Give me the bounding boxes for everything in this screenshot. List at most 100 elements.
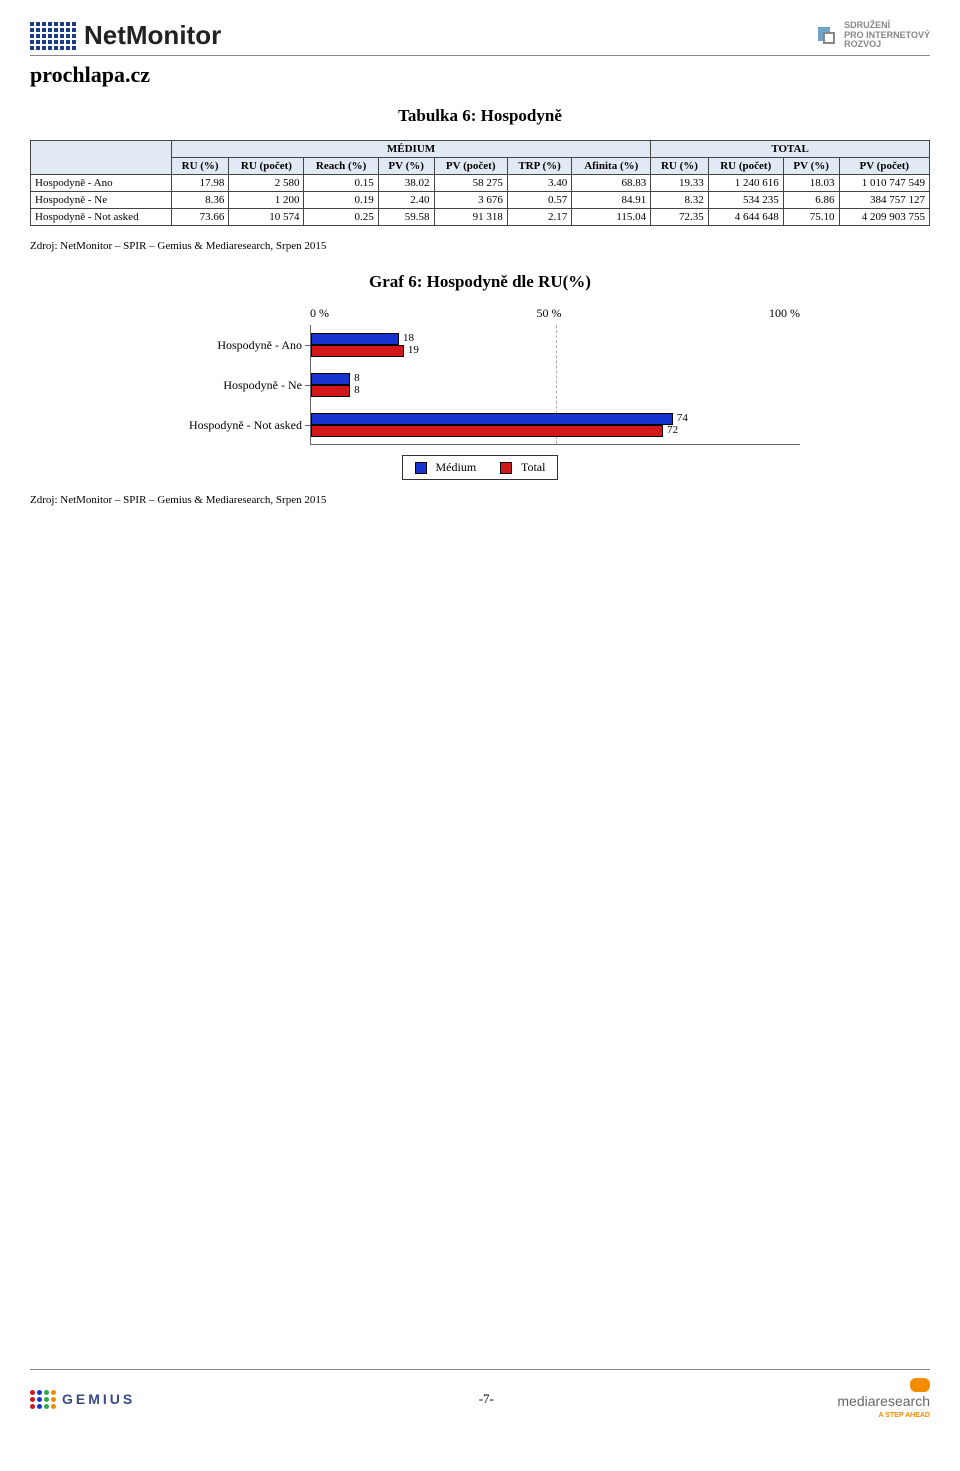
chart-bar xyxy=(311,333,399,345)
gemius-text: GEMIUS xyxy=(62,1391,135,1407)
chart-category-label: Hospodyně - Not asked xyxy=(160,405,302,445)
table-cell: 10 574 xyxy=(229,209,304,226)
table-cell: 0.57 xyxy=(507,192,571,209)
bar-chart: 0 % 50 % 100 % Hospodyně - AnoHospodyně … xyxy=(160,306,800,480)
chart-axis-ticks: 0 % 50 % 100 % xyxy=(310,306,800,325)
chart-category-label: Hospodyně - Ne xyxy=(160,365,302,405)
chart-bar-row: 1819 xyxy=(311,325,800,365)
table-cell: 84.91 xyxy=(572,192,651,209)
table-cell: 58 275 xyxy=(434,175,507,192)
chart-bar-value: 8 xyxy=(354,384,360,396)
axis-tick-100: 100 % xyxy=(769,306,800,321)
table-row: Hospodyně - Ne8.361 2000.192.403 6760.57… xyxy=(31,192,930,209)
table-cell: 384 757 127 xyxy=(839,192,929,209)
chart-plot-area: 1819887472 xyxy=(310,325,800,445)
table-cell: 0.19 xyxy=(304,192,378,209)
netmonitor-logo: NetMonitor xyxy=(30,20,221,51)
col-affinity-pct: Afinita (%) xyxy=(572,158,651,175)
table-row-label: Hospodyně - Ne xyxy=(31,192,172,209)
table-cell: 2 580 xyxy=(229,175,304,192)
col-ru-count-m: RU (počet) xyxy=(229,158,304,175)
chart-bar xyxy=(311,385,350,397)
table-cell: 3 676 xyxy=(434,192,507,209)
page-footer: GEMIUS -7- mediaresearch A STEP AHEAD xyxy=(30,1369,930,1420)
chart-bar-value: 72 xyxy=(667,424,678,436)
table-group-total: TOTAL xyxy=(651,141,930,158)
legend-item-total: Total xyxy=(500,460,545,475)
table-cell: 59.58 xyxy=(378,209,434,226)
mediaresearch-tagline: A STEP AHEAD xyxy=(879,1412,930,1419)
chart-bar xyxy=(311,413,673,425)
mediaresearch-text: mediaresearch xyxy=(837,1393,930,1409)
table-cell: 19.33 xyxy=(651,175,709,192)
table-cell: 6.86 xyxy=(783,192,839,209)
table-cell: 534 235 xyxy=(708,192,783,209)
spir-line3: ROZVOJ xyxy=(844,40,930,50)
col-trp-pct: TRP (%) xyxy=(507,158,571,175)
axis-tick-50: 50 % xyxy=(537,306,562,321)
table-cell: 0.15 xyxy=(304,175,378,192)
col-ru-count-t: RU (počet) xyxy=(708,158,783,175)
table-row: Hospodyně - Not asked73.6610 5740.2559.5… xyxy=(31,209,930,226)
chart-bar-row: 7472 xyxy=(311,405,800,445)
gemius-logo: GEMIUS xyxy=(30,1390,135,1409)
table-source: Zdroj: NetMonitor – SPIR – Gemius & Medi… xyxy=(30,240,930,252)
table-cell: 1 010 747 549 xyxy=(839,175,929,192)
table-cell: 1 240 616 xyxy=(708,175,783,192)
spir-logo: SDRUŽENÍ PRO INTERNETOVÝ ROZVOJ xyxy=(814,21,930,51)
col-reach-pct: Reach (%) xyxy=(304,158,378,175)
chart-bar-value: 19 xyxy=(408,344,419,356)
spir-icon xyxy=(814,23,838,47)
table-cell: 73.66 xyxy=(171,209,229,226)
netmonitor-brand-text: NetMonitor xyxy=(84,20,221,51)
col-ru-pct-m: RU (%) xyxy=(171,158,229,175)
col-pv-pct-m: PV (%) xyxy=(378,158,434,175)
gemius-dots-icon xyxy=(30,1390,56,1409)
chart-bar-value: 8 xyxy=(354,372,360,384)
table-cell: 115.04 xyxy=(572,209,651,226)
chart-category-label: Hospodyně - Ano xyxy=(160,325,302,365)
legend-label-medium: Médium xyxy=(436,460,477,474)
chart-bar xyxy=(311,373,350,385)
table-cell: 1 200 xyxy=(229,192,304,209)
legend-item-medium: Médium xyxy=(415,460,477,475)
legend-swatch-medium xyxy=(415,462,427,474)
netmonitor-dot-grid-icon xyxy=(30,22,76,50)
table-cell: 68.83 xyxy=(572,175,651,192)
chart-bar xyxy=(311,425,663,437)
site-name: prochlapa.cz xyxy=(30,62,930,88)
table-row-label: Hospodyně - Ano xyxy=(31,175,172,192)
table-cell: 2.40 xyxy=(378,192,434,209)
table-cell: 75.10 xyxy=(783,209,839,226)
table-cell: 17.98 xyxy=(171,175,229,192)
legend-swatch-total xyxy=(500,462,512,474)
chart-bar-row: 88 xyxy=(311,365,800,405)
page-number: -7- xyxy=(479,1391,494,1407)
table-cell: 91 318 xyxy=(434,209,507,226)
chart-category-labels: Hospodyně - AnoHospodyně - NeHospodyně -… xyxy=(160,325,310,445)
chart-bar-value: 18 xyxy=(403,332,414,344)
table-cell: 3.40 xyxy=(507,175,571,192)
table-cell: 38.02 xyxy=(378,175,434,192)
mediaresearch-logo: mediaresearch A STEP AHEAD xyxy=(837,1378,930,1420)
chart-bar xyxy=(311,345,404,357)
legend-label-total: Total xyxy=(521,460,546,474)
page-header: NetMonitor SDRUŽENÍ PRO INTERNETOVÝ ROZV… xyxy=(30,20,930,56)
table-title: Tabulka 6: Hospodyně xyxy=(30,106,930,126)
table-group-medium: MÉDIUM xyxy=(171,141,650,158)
table-cell: 2.17 xyxy=(507,209,571,226)
table-cell: 4 644 648 xyxy=(708,209,783,226)
table-cell: 18.03 xyxy=(783,175,839,192)
table-cell: 8.36 xyxy=(171,192,229,209)
table-corner-cell xyxy=(31,141,172,175)
table-cell: 4 209 903 755 xyxy=(839,209,929,226)
chart-source: Zdroj: NetMonitor – SPIR – Gemius & Medi… xyxy=(30,494,930,506)
col-ru-pct-t: RU (%) xyxy=(651,158,709,175)
chart-bar-value: 74 xyxy=(677,412,688,424)
table-row-label: Hospodyně - Not asked xyxy=(31,209,172,226)
chart-legend: Médium Total xyxy=(402,455,559,480)
col-pv-pct-t: PV (%) xyxy=(783,158,839,175)
table-cell: 72.35 xyxy=(651,209,709,226)
mediaresearch-bubble-icon xyxy=(910,1378,930,1392)
data-table: MÉDIUM TOTAL RU (%) RU (počet) Reach (%)… xyxy=(30,140,930,226)
